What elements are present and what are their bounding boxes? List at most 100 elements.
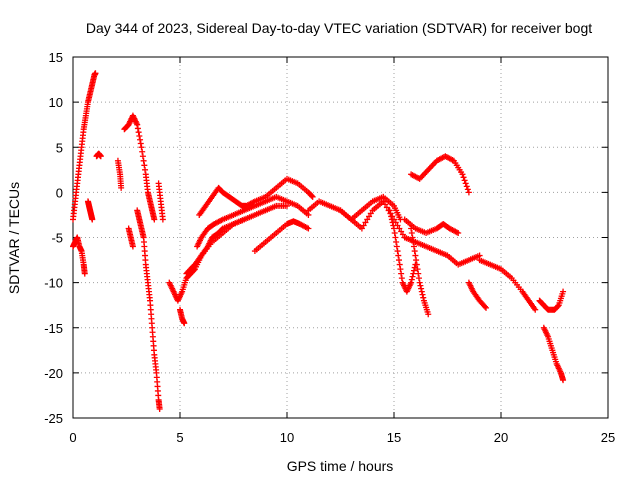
series-sat-a — [70, 70, 99, 223]
series-sat-q — [337, 193, 404, 223]
data-point — [159, 216, 166, 223]
data-point — [383, 204, 390, 211]
data-point — [364, 216, 371, 223]
x-tick-label: 25 — [601, 430, 615, 445]
data-point — [139, 148, 146, 155]
data-point — [395, 252, 402, 259]
data-point — [398, 270, 405, 277]
series-sat-m — [194, 193, 312, 250]
data-point — [415, 275, 422, 282]
data-point — [413, 261, 420, 268]
data-point — [465, 189, 472, 196]
data-point — [135, 129, 142, 136]
series-sat-g — [125, 225, 136, 250]
data-point — [460, 174, 467, 181]
data-point — [392, 234, 399, 241]
data-point — [462, 180, 469, 187]
data-point — [461, 177, 468, 184]
series-sat-l — [183, 202, 290, 277]
data-point — [362, 219, 369, 226]
data-point — [390, 222, 397, 229]
data-point — [136, 132, 143, 139]
x-tick-label: 5 — [176, 430, 183, 445]
data-point — [393, 239, 400, 246]
data-point — [560, 377, 567, 384]
series-sat-r — [386, 207, 419, 295]
y-tick-label: 10 — [49, 95, 63, 110]
data-point — [388, 213, 395, 220]
x-tick-label: 20 — [494, 430, 508, 445]
data-point — [455, 229, 462, 236]
data-point — [139, 153, 146, 160]
data-point — [394, 248, 401, 255]
data-point — [413, 257, 420, 264]
y-tick-labels: -25 -20 -15 -10 -5 0 5 10 15 — [44, 50, 63, 426]
data-point — [555, 302, 562, 309]
data-point — [418, 285, 425, 292]
data-point — [367, 210, 374, 217]
data-point — [134, 125, 141, 132]
data-point — [92, 70, 99, 77]
x-tick-label: 10 — [280, 430, 294, 445]
data-point — [360, 222, 367, 229]
y-tick-label: 0 — [56, 185, 63, 200]
data-point — [408, 279, 415, 286]
data-point — [391, 229, 398, 236]
data-point — [393, 243, 400, 250]
series-sat-e — [114, 157, 125, 191]
data-point — [396, 261, 403, 268]
y-axis-label: SDTVAR / TECUs — [6, 182, 22, 294]
data-point — [481, 303, 488, 310]
x-axis-label: GPS time / hours — [287, 458, 394, 474]
series-sat-d — [93, 150, 104, 160]
series-sat-f — [121, 112, 158, 223]
y-tick-label: -20 — [44, 366, 63, 381]
y-tick-label: -25 — [44, 411, 63, 426]
data-point — [305, 225, 312, 232]
y-tick-label: -10 — [44, 276, 63, 291]
y-tick-label: 5 — [56, 140, 63, 155]
data-point — [408, 229, 415, 236]
y-tick-label: 15 — [49, 50, 63, 65]
data-point — [417, 282, 424, 289]
data-point — [129, 243, 136, 250]
series-sat-x — [476, 257, 539, 313]
data-point — [418, 288, 425, 295]
data-point — [156, 405, 163, 412]
data-point — [395, 257, 402, 264]
data-point — [140, 157, 147, 164]
data-point — [397, 266, 404, 273]
series-sat-c — [84, 198, 96, 223]
data-point — [137, 136, 144, 143]
data-point — [181, 320, 188, 327]
data-point — [134, 121, 141, 128]
data-point — [560, 288, 567, 295]
series-sat-k — [177, 306, 188, 327]
data-point — [81, 270, 88, 277]
y-tick-label: -5 — [51, 231, 63, 246]
data-point — [366, 213, 373, 220]
data-point — [414, 266, 421, 273]
data-point — [412, 252, 419, 259]
series-sat-z — [540, 324, 567, 384]
data-point — [387, 210, 394, 217]
data-point — [391, 225, 397, 232]
series-sat-o — [251, 218, 312, 255]
data-point — [141, 162, 148, 169]
data-point — [419, 291, 426, 298]
data-point — [415, 270, 422, 277]
series-sat-w — [465, 279, 490, 311]
data-point — [459, 171, 466, 178]
data-point — [410, 267, 417, 274]
data-point — [420, 294, 427, 301]
series-sat-h — [134, 207, 163, 412]
data-point — [463, 183, 470, 190]
data-points — [70, 70, 567, 412]
data-point — [398, 275, 405, 282]
x-tick-labels: 0 5 10 15 20 25 — [69, 430, 615, 445]
data-point — [398, 228, 405, 235]
data-point — [408, 276, 415, 283]
data-point — [142, 166, 149, 173]
data-point — [416, 279, 423, 286]
